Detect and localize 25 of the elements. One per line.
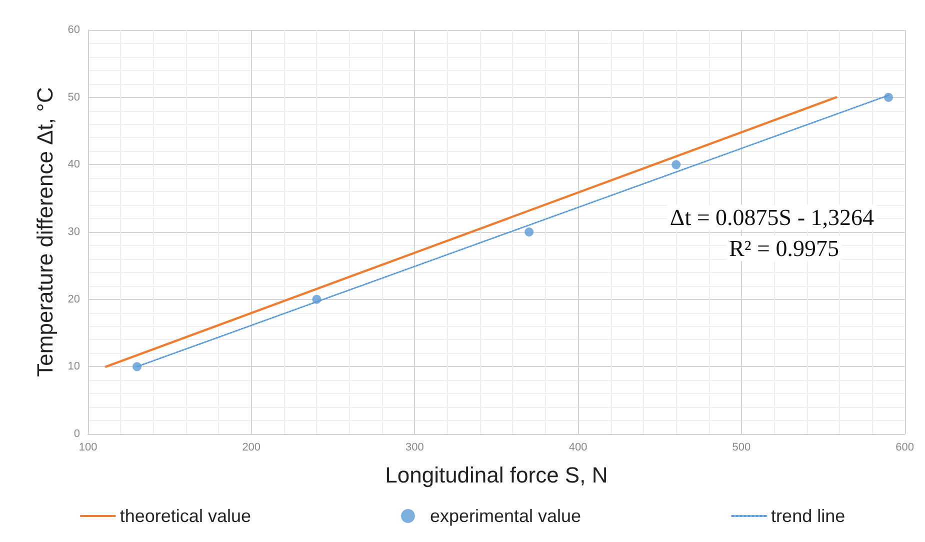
y-tick-label: 0 [74,428,80,440]
y-tick-label: 10 [68,360,80,373]
y-axis-title: Temperature difference Δt, °C [32,87,58,377]
y-tick-label: 50 [68,91,80,104]
y-tick-label: 40 [68,158,80,171]
y-tick-label: 60 [68,24,80,36]
x-tick-label: 300 [406,442,424,454]
point [672,160,681,170]
y-tick-label: 30 [68,226,80,238]
point [312,294,322,304]
annotation: Δt = 0.0875S - 1,3264 [670,205,874,230]
point [132,362,142,372]
annotation: R² = 0.9975 [729,236,840,261]
x-tick-label: 500 [732,442,751,454]
legend-label: theoretical value [120,506,251,526]
legend-label: experimental value [430,506,582,526]
y-tick-label: 20 [68,293,80,306]
x-tick-label: 600 [896,442,914,454]
point [524,228,534,236]
x-axis-title: Longitudinal force S, N [385,462,608,488]
legend-label: trend line [771,506,846,526]
point [884,92,893,102]
x-tick-label: 200 [242,442,261,454]
x-tick-label: 100 [78,442,98,454]
x-tick-label: 400 [568,442,588,454]
